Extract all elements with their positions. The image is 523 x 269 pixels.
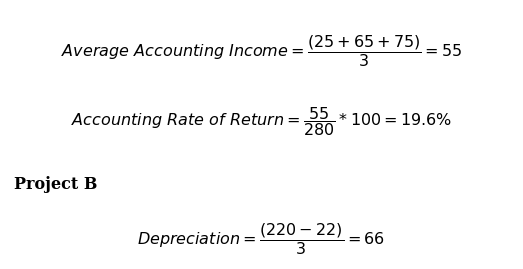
Text: $\mathbf{\mathit{Accounting\ Rate\ of\ Return}}= \dfrac{55}{280} * 100 = 19.6\%$: $\mathbf{\mathit{Accounting\ Rate\ of\ R… bbox=[71, 105, 452, 138]
Text: $\mathbf{\mathit{Depreciation}}= \dfrac{(220 - 22)}{3} = 66$: $\mathbf{\mathit{Depreciation}}= \dfrac{… bbox=[138, 221, 385, 257]
Text: Project B: Project B bbox=[15, 176, 98, 193]
Text: $\mathbf{\mathit{Average\ Accounting\ Income}}= \dfrac{(25 + 65 + 75)}{3} = 55$: $\mathbf{\mathit{Average\ Accounting\ In… bbox=[61, 33, 462, 69]
